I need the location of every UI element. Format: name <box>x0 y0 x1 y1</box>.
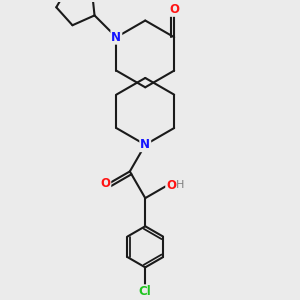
Text: N: N <box>111 31 121 44</box>
Text: O: O <box>169 3 179 16</box>
Text: O: O <box>100 177 110 190</box>
Text: N: N <box>140 138 150 151</box>
Text: H: H <box>176 181 184 190</box>
Text: O: O <box>166 179 176 192</box>
Text: Cl: Cl <box>139 285 152 298</box>
